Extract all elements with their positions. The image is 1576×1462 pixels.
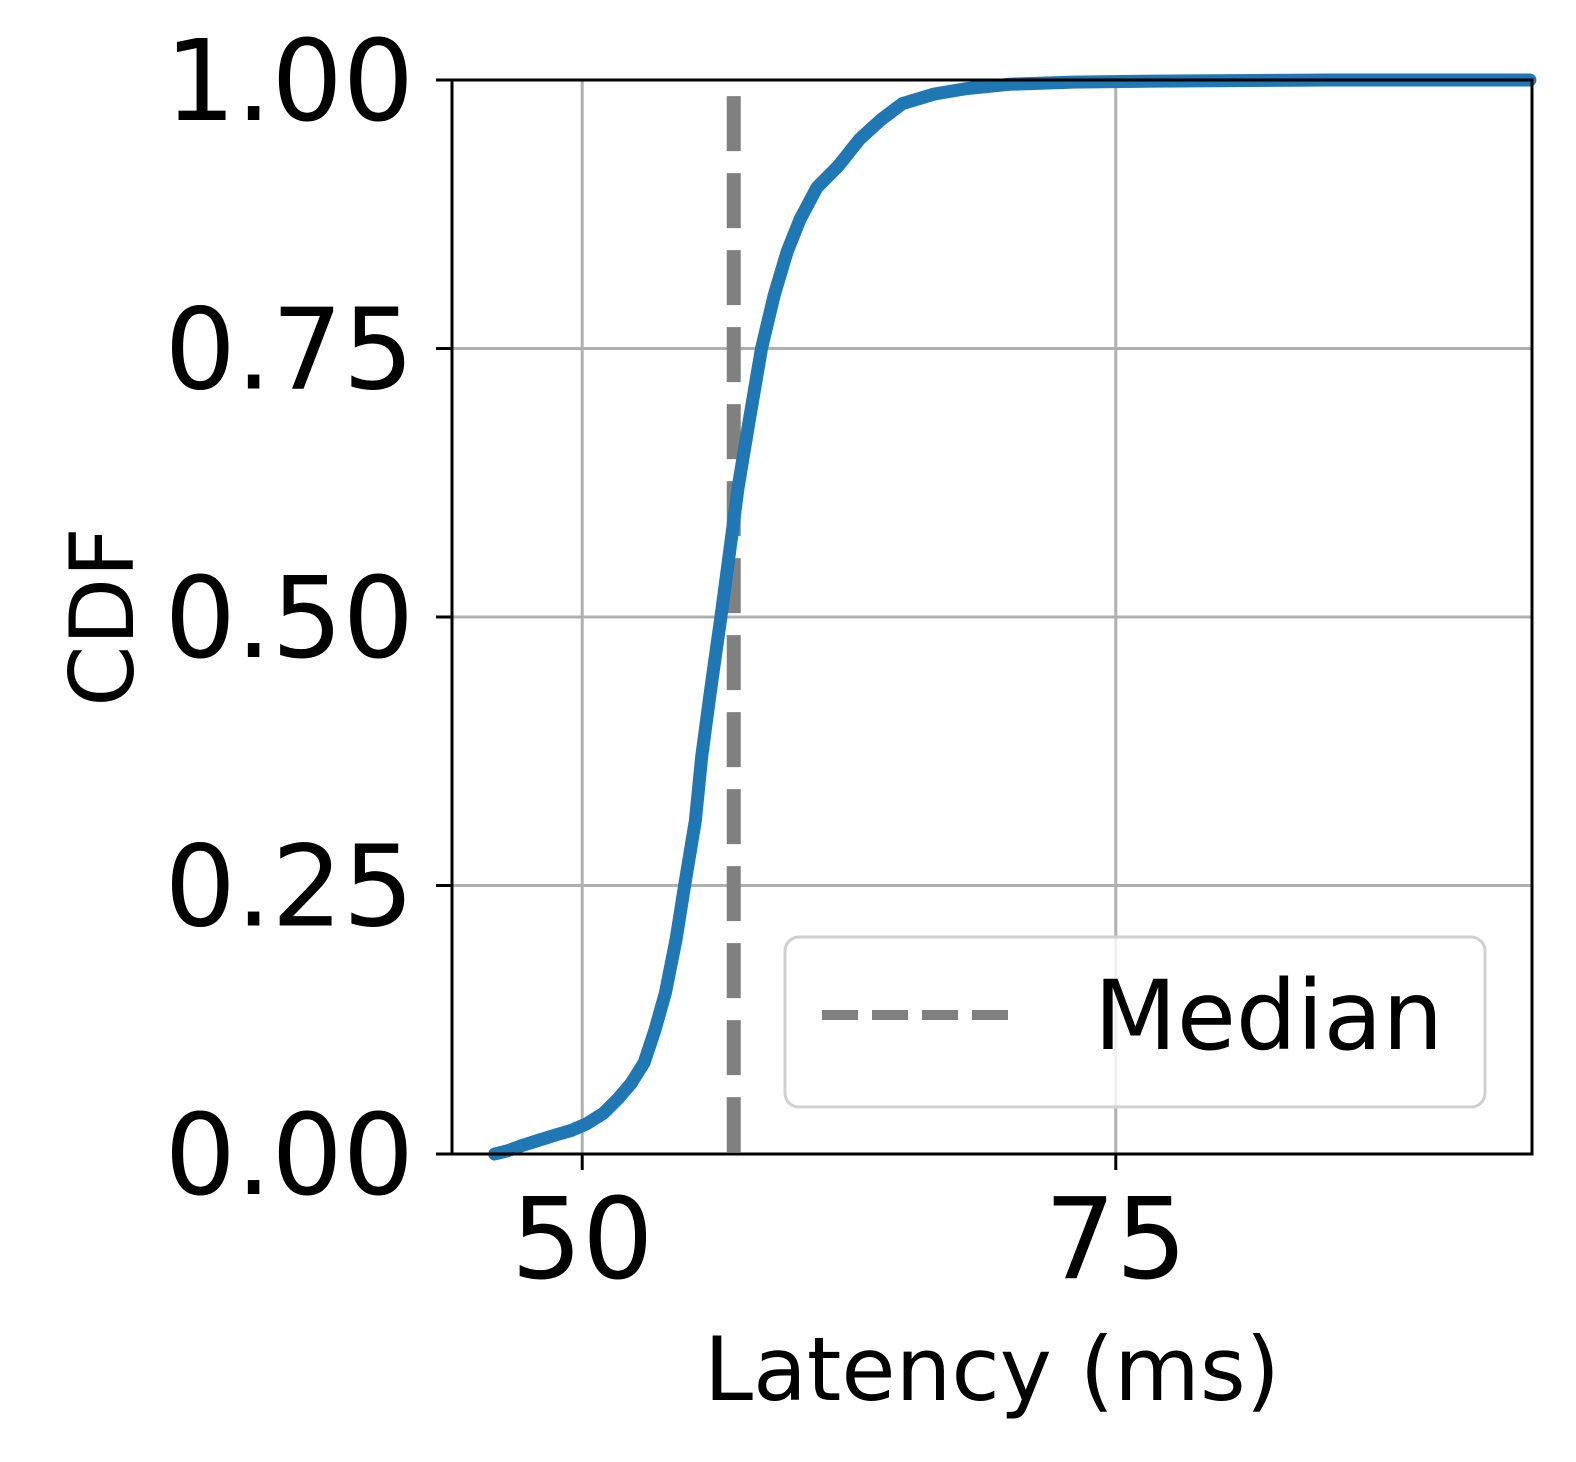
y-tick-label-0.75: 0.75 xyxy=(165,286,414,416)
y-axis-title: CDF xyxy=(51,527,154,707)
y-tick-label-0.50: 0.50 xyxy=(165,554,414,684)
series-layer xyxy=(488,73,1537,1161)
legend-label-median: Median xyxy=(1094,960,1443,1072)
legend: Median xyxy=(783,935,1487,1109)
y-tick-label-1.00: 1.00 xyxy=(165,17,414,147)
cdf-series-line-0 xyxy=(488,73,1537,1161)
legend-box xyxy=(783,935,1487,1109)
y-tick-label-0.00: 0.00 xyxy=(165,1091,414,1221)
x-tick-label-50: 50 xyxy=(511,1175,654,1305)
axis-ticks: 50 75 0.00 0.25 0.50 0.75 1.00 xyxy=(165,17,1187,1305)
x-axis-title: Latency (ms) xyxy=(704,1318,1280,1421)
y-tick-label-0.25: 0.25 xyxy=(165,823,414,953)
x-tick-label-75: 75 xyxy=(1045,1175,1188,1305)
